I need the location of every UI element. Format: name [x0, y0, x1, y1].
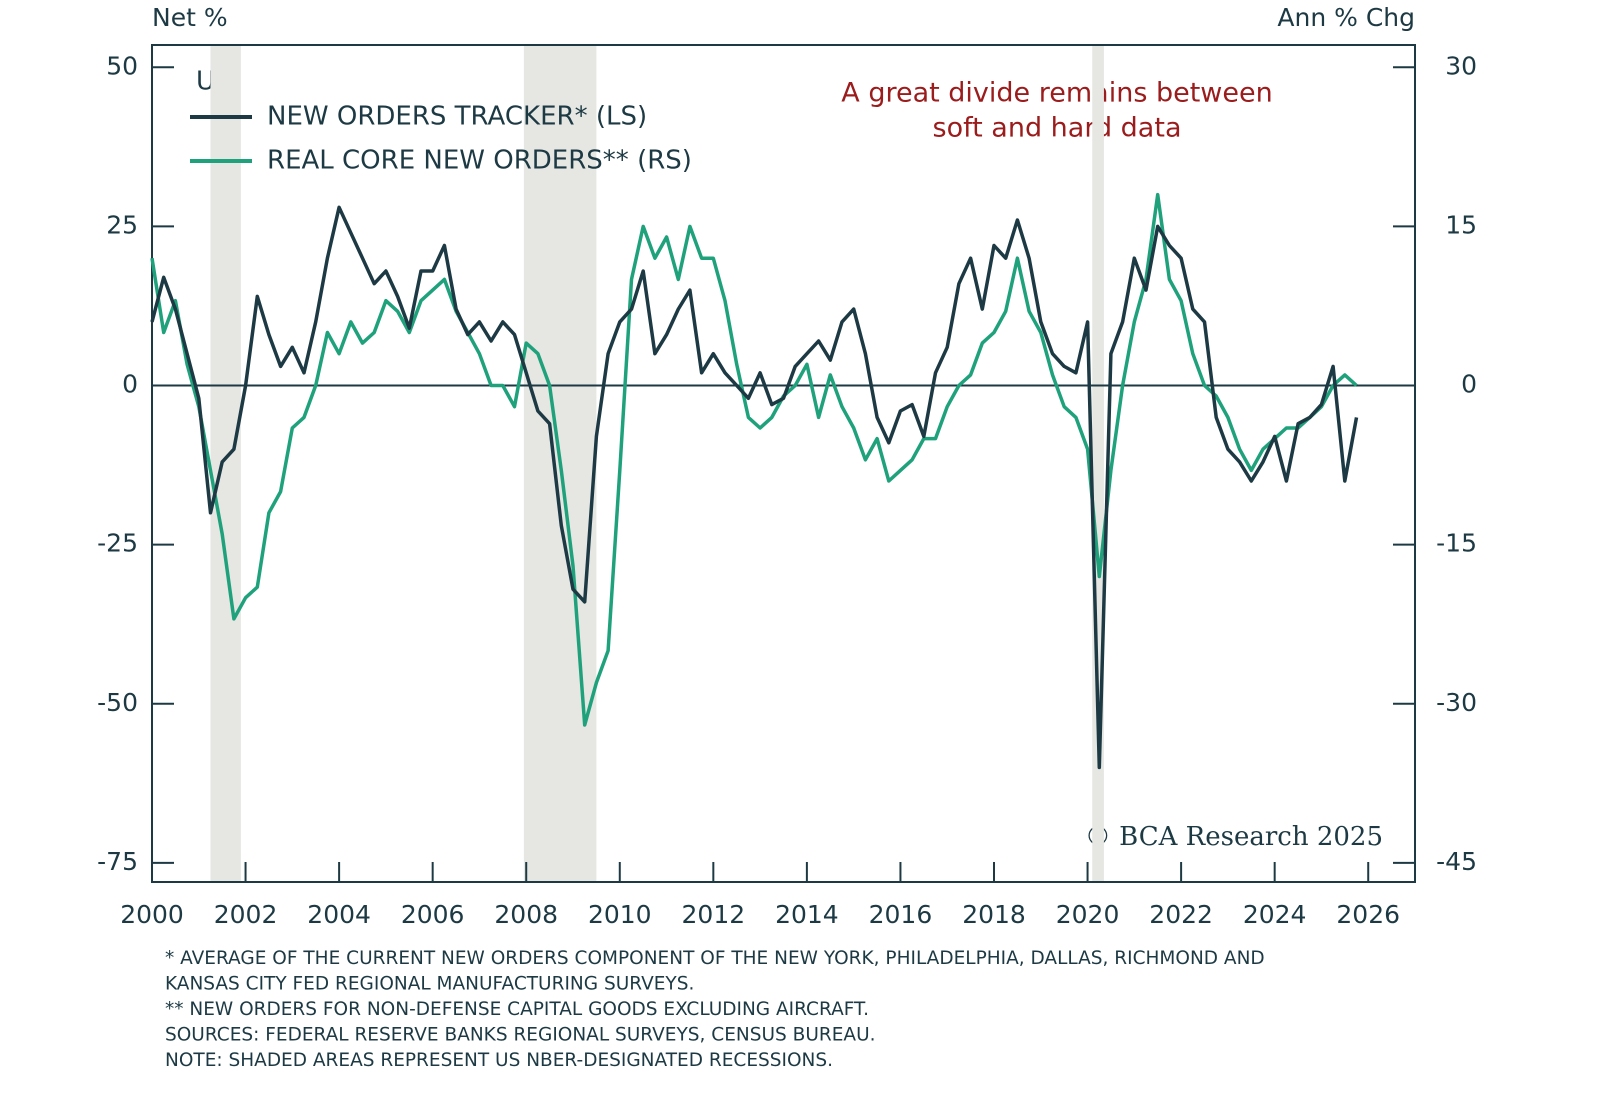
y2-tick-label: -30 — [1436, 688, 1477, 717]
x-tick-label: 2010 — [588, 900, 652, 929]
x-tick-label: 2014 — [775, 900, 839, 929]
legend-label: NEW ORDERS TRACKER* (LS) — [267, 102, 647, 132]
x-tick-label: 2020 — [1056, 900, 1120, 929]
x-tick-label: 2026 — [1336, 900, 1400, 929]
y-tick-label: -75 — [97, 847, 138, 876]
y2-tick-label: 0 — [1461, 370, 1477, 399]
y2-tick-label: -45 — [1436, 847, 1477, 876]
series-line — [150, 192, 1358, 727]
footnote: * AVERAGE OF THE CURRENT NEW ORDERS COMP… — [165, 948, 1265, 969]
y2-axis-label: Ann % Chg — [1277, 3, 1415, 32]
plot-frame — [151, 44, 1416, 883]
recession-band — [210, 45, 241, 882]
x-tick-label: 2002 — [214, 900, 278, 929]
series-line — [150, 205, 1359, 770]
x-tick-label: 2006 — [401, 900, 465, 929]
y2-tick-label: 15 — [1445, 210, 1477, 239]
footnote: KANSAS CITY FED REGIONAL MANUFACTURING S… — [165, 974, 694, 995]
y-tick-label: 25 — [106, 210, 138, 239]
legend-label: REAL CORE NEW ORDERS** (RS) — [267, 146, 692, 176]
footnote: NOTE: SHADED AREAS REPRESENT US NBER-DES… — [165, 1050, 833, 1071]
y2-tick-label: -15 — [1436, 529, 1477, 558]
x-tick-label: 2022 — [1149, 900, 1213, 929]
x-tick-label: 2012 — [682, 900, 746, 929]
x-tick-label: 2004 — [307, 900, 371, 929]
x-tick-label: 2016 — [869, 900, 933, 929]
x-tick-label: 2024 — [1243, 900, 1307, 929]
y-tick-label: 0 — [122, 370, 138, 399]
annotation: A great divide remains between — [841, 78, 1272, 109]
y-tick-label: -25 — [97, 529, 138, 558]
footnote: SOURCES: FEDERAL RESERVE BANKS REGIONAL … — [165, 1025, 876, 1046]
y-axis-label: Net % — [152, 3, 228, 32]
y-tick-label: 50 — [106, 51, 138, 80]
copyright: © BCA Research 2025 — [1085, 822, 1383, 852]
y-tick-label: -50 — [97, 688, 138, 717]
y2-tick-label: 30 — [1445, 51, 1477, 80]
x-tick-label: 2008 — [494, 900, 558, 929]
footnote: ** NEW ORDERS FOR NON-DEFENSE CAPITAL GO… — [165, 999, 869, 1020]
x-tick-label: 2000 — [120, 900, 184, 929]
annotation: soft and hard data — [933, 113, 1182, 144]
x-tick-label: 2018 — [962, 900, 1026, 929]
recession-band — [1092, 45, 1104, 882]
